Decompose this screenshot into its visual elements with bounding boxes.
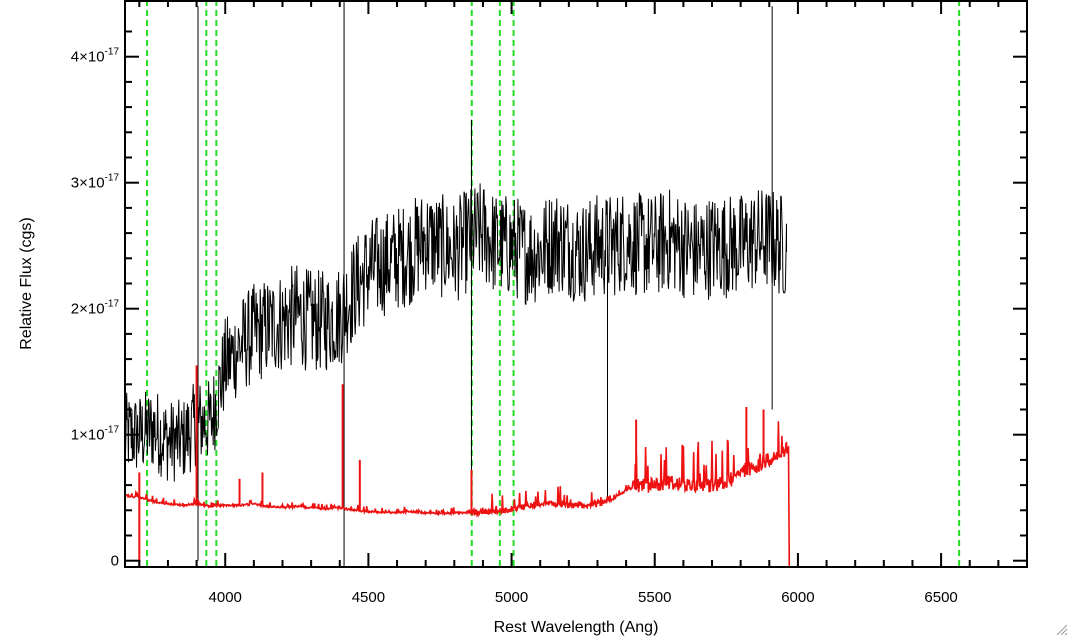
x-tick-label: 5500 [638, 589, 671, 606]
y-tick-label: 3×10-17 [71, 173, 120, 192]
x-tick-label: 6500 [924, 589, 957, 606]
resize-grip-icon[interactable] [1055, 623, 1067, 635]
flux-series [125, 0, 787, 567]
error-series [125, 365, 1027, 567]
y-tick-label: 1×10-17 [71, 425, 120, 444]
y-tick-label: 0 [111, 553, 119, 570]
y-axis-title: Relative Flux (cgs) [18, 217, 35, 349]
y-tick-label: 2×10-17 [71, 299, 120, 318]
x-tick-label: 4500 [352, 589, 385, 606]
x-tick-label: 6000 [781, 589, 814, 606]
x-tick-label: 5000 [495, 589, 528, 606]
error-line [125, 421, 1027, 567]
reference-lines [146, 0, 961, 567]
y-tick-label: 4×10-17 [71, 47, 120, 66]
x-axis-title: Rest Wavelength (Ang) [494, 619, 659, 636]
x-axis: 4000 4500 5000 5500 6000 6500 [138, 0, 1028, 606]
plot-frame [124, 0, 1028, 568]
x-tick-label: 4000 [209, 589, 242, 606]
flux-line [125, 183, 787, 482]
y-axis: 0 1×10-17 2×10-17 3×10-17 4×10-17 [71, 30, 1027, 570]
